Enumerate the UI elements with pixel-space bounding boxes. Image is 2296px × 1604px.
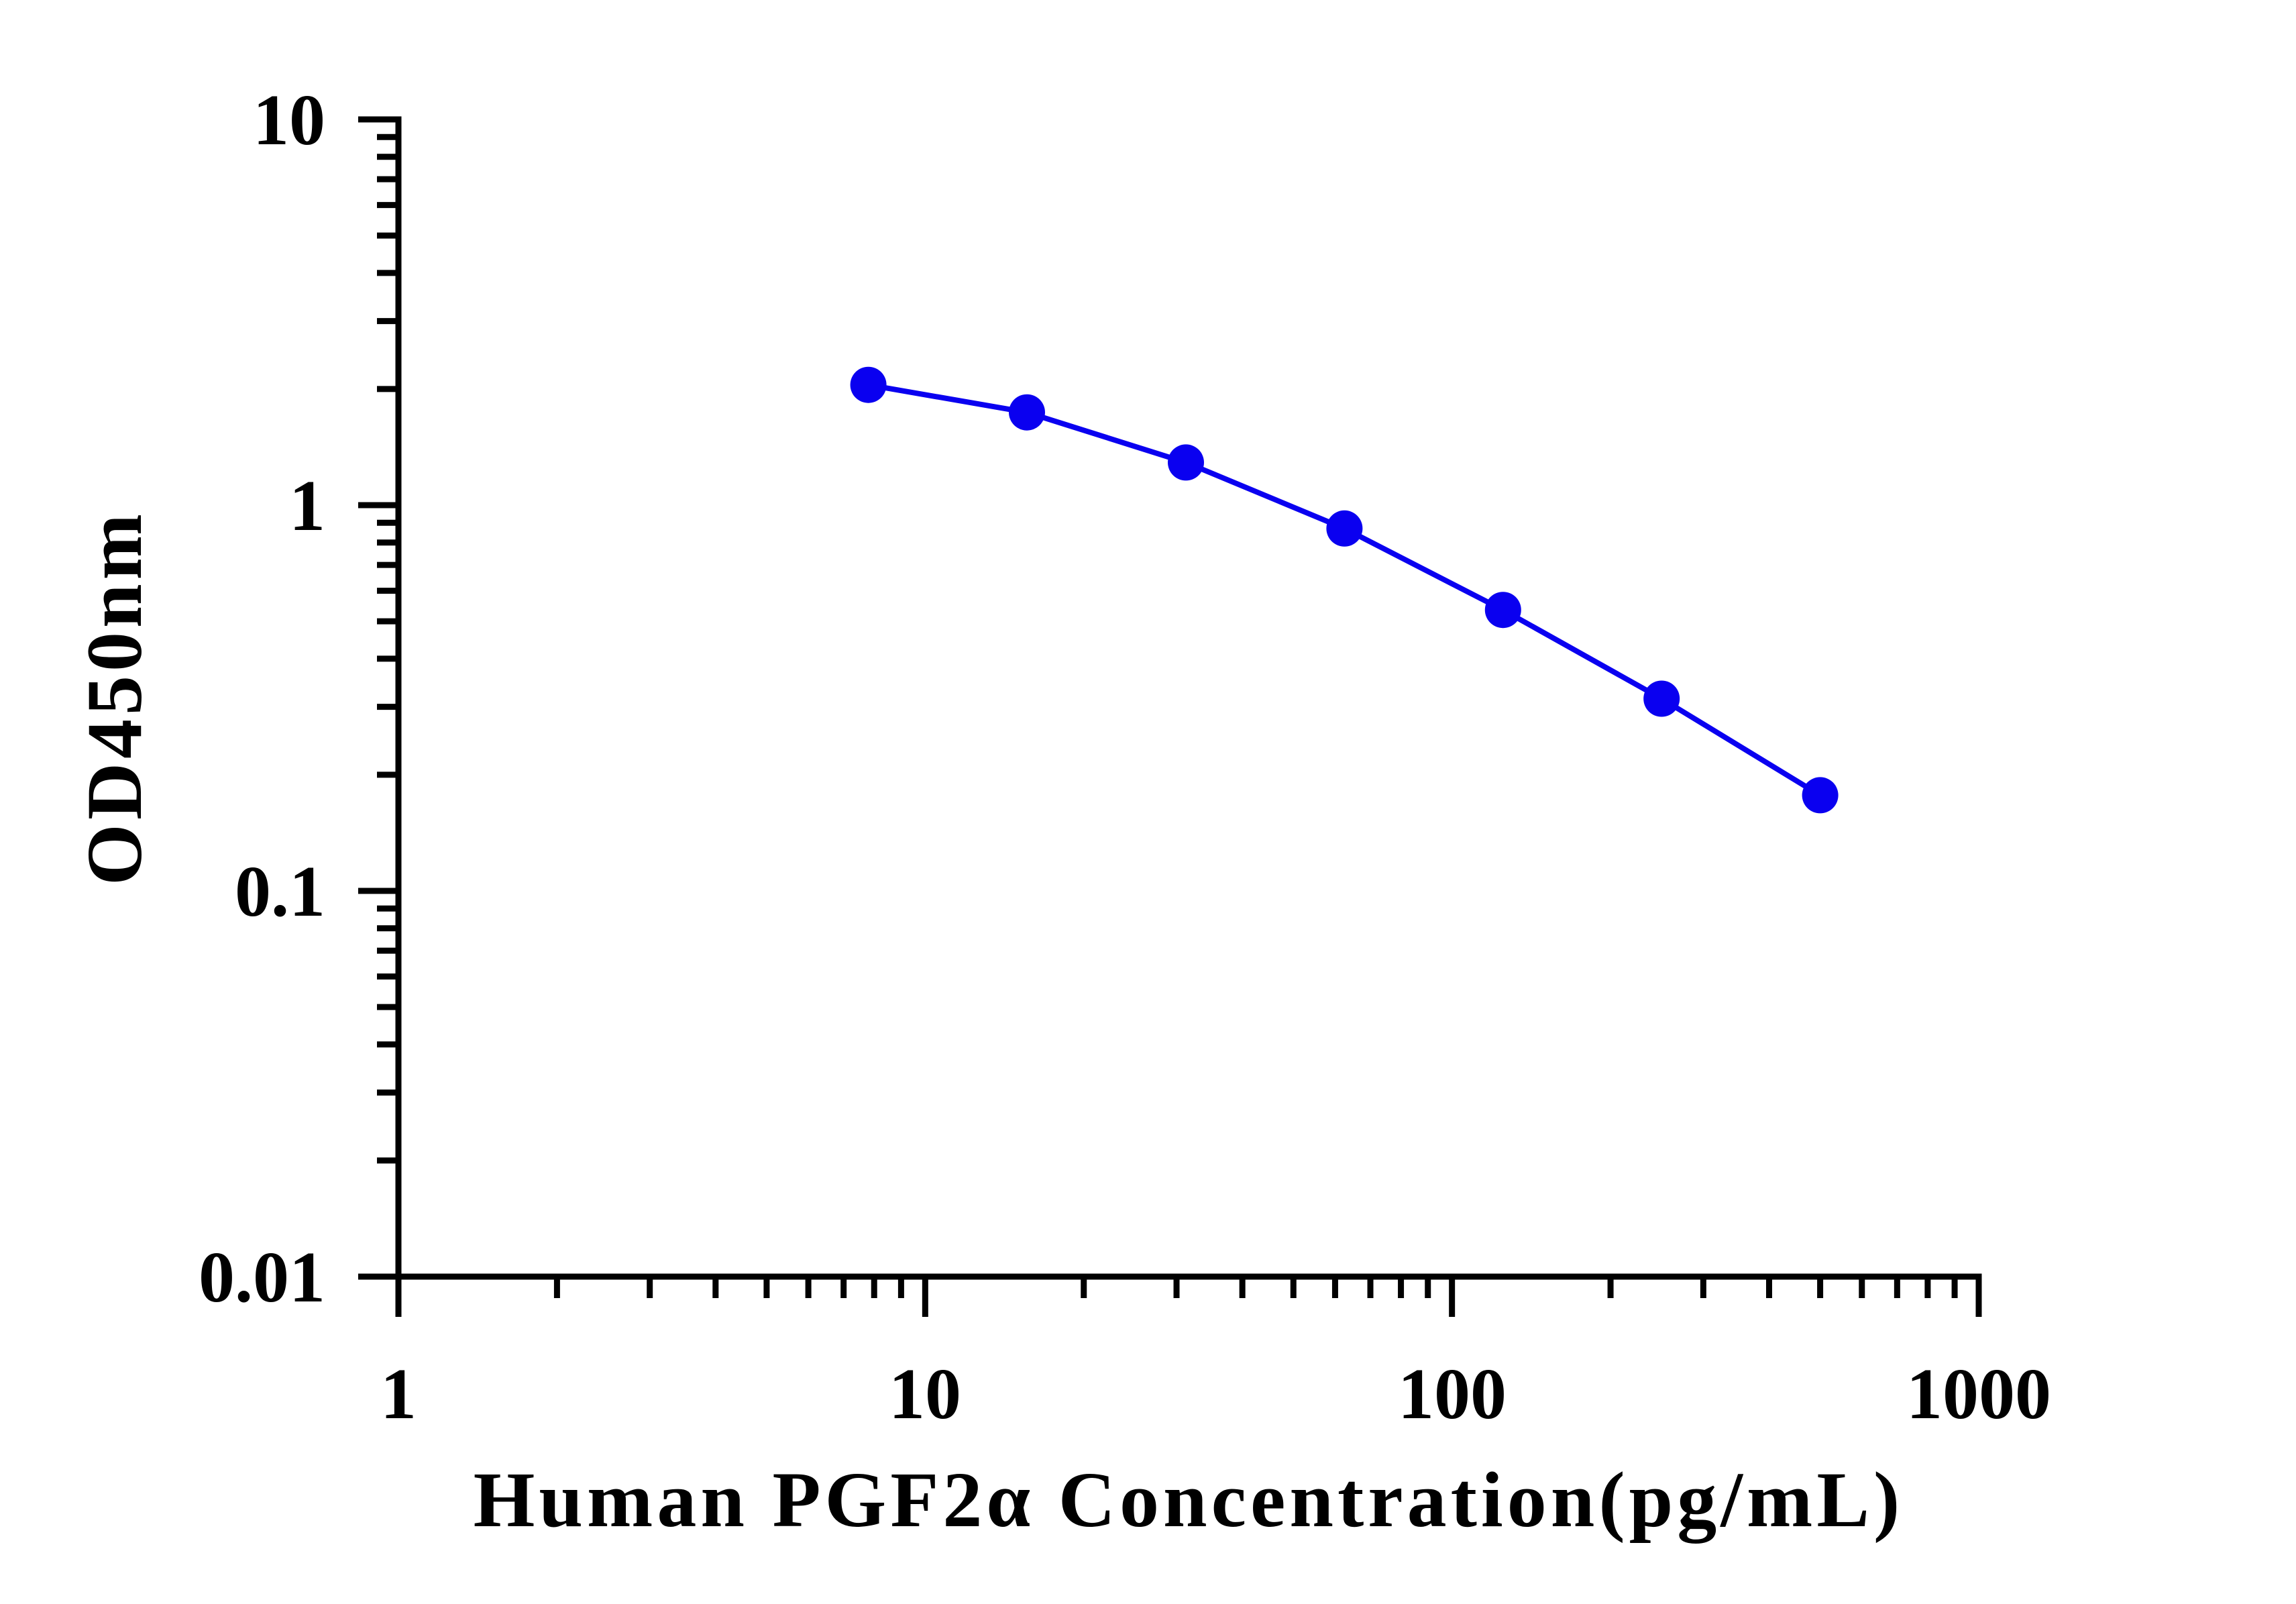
y-axis-minor-ticks bbox=[377, 133, 398, 1164]
x-tick-label-100: 100 bbox=[1398, 1354, 1507, 1434]
data-point bbox=[1326, 510, 1363, 547]
data-point bbox=[850, 366, 887, 403]
data-point bbox=[1484, 592, 1521, 629]
x-axis-major-ticks bbox=[395, 1277, 1982, 1317]
data-point bbox=[1168, 444, 1204, 481]
data-point bbox=[1643, 680, 1680, 717]
x-tick-label-10: 10 bbox=[889, 1354, 961, 1434]
y-axis-major-ticks bbox=[358, 116, 398, 1280]
x-axis-minor-ticks bbox=[553, 1277, 1958, 1298]
data-point bbox=[1802, 777, 1839, 814]
series-line bbox=[867, 382, 1822, 798]
x-tick-label-1: 1 bbox=[380, 1354, 417, 1434]
data-point bbox=[1009, 394, 1045, 431]
y-tick-label-1: 1 bbox=[289, 466, 325, 546]
x-axis-title: Human PGF2α Concentration(pg/mL) bbox=[474, 1456, 1904, 1544]
y-tick-label-0.1: 0.1 bbox=[235, 852, 325, 932]
series-layer bbox=[850, 366, 1839, 814]
y-tick-label-10: 10 bbox=[253, 81, 325, 160]
x-tick-label-1000: 1000 bbox=[1906, 1354, 2051, 1434]
y-axis-title: OD450nm bbox=[70, 510, 158, 886]
y-tick-label-0.01: 0.01 bbox=[199, 1238, 325, 1318]
